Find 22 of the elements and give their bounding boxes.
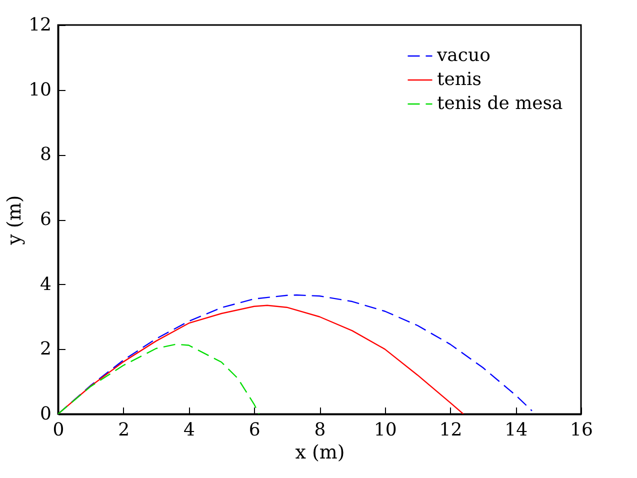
y-tick-label: 2 xyxy=(40,338,52,360)
y-tick-label: 8 xyxy=(40,144,52,166)
legend-label: tenis de mesa xyxy=(437,93,564,114)
x-tick-label: 12 xyxy=(439,420,462,440)
legend-label: vacuo xyxy=(436,45,490,66)
y-axis-title: y (m) xyxy=(4,195,26,246)
line-series xyxy=(58,294,533,414)
x-tick-label: 6 xyxy=(248,420,260,440)
x-tick-label: 10 xyxy=(374,420,397,440)
x-tick-label: 4 xyxy=(184,420,195,440)
y-tick-label: 0 xyxy=(40,404,52,424)
x-axis-title: x (m) xyxy=(295,442,345,464)
x-tick-label: 16 xyxy=(570,420,593,440)
x-tick-label: 14 xyxy=(504,420,528,440)
x-tick-label: 2 xyxy=(118,420,130,440)
y-tick-label: 12 xyxy=(28,14,52,36)
y-tick-label: 10 xyxy=(28,79,52,100)
line-series xyxy=(58,344,260,414)
legend-label: tenis xyxy=(437,69,482,90)
x-tick-label: 8 xyxy=(314,420,326,440)
y-tick-label: 6 xyxy=(40,209,52,230)
y-tick-label: 4 xyxy=(40,274,52,295)
